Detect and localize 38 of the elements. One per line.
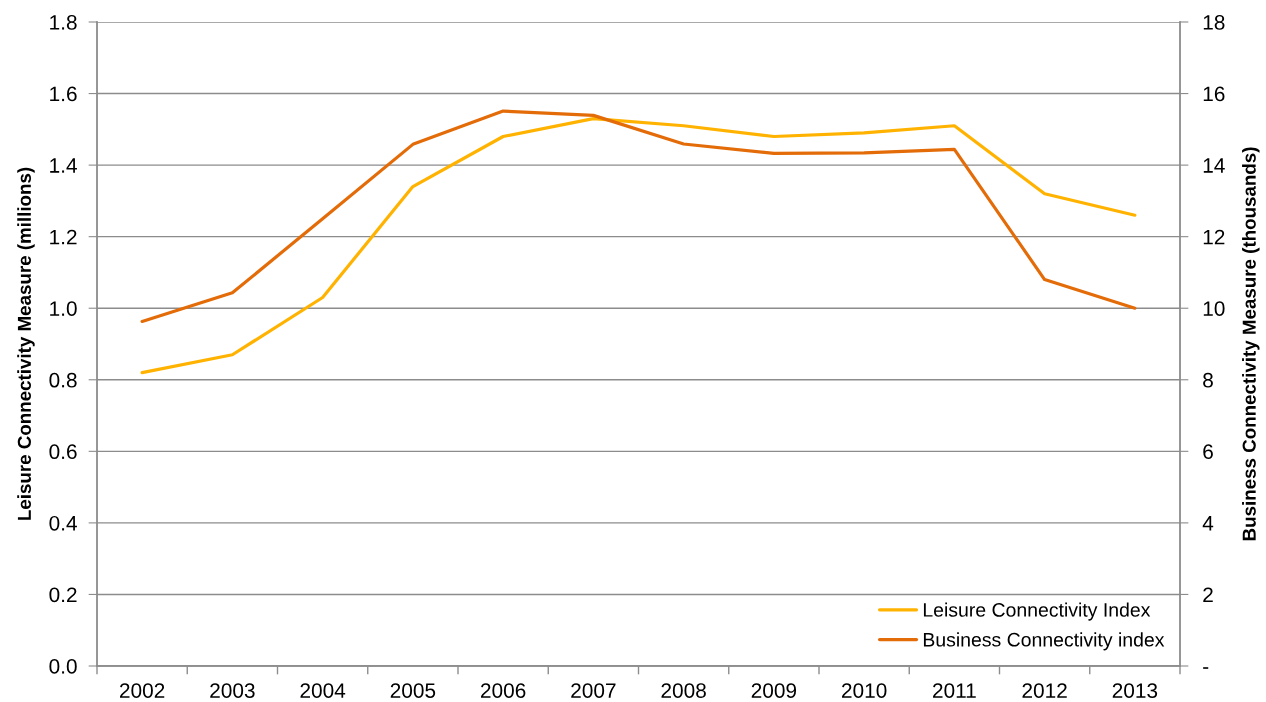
y-tick-label: 0.0 [49, 659, 77, 674]
y2-tick-label: 8 [1203, 372, 1213, 388]
y2-tick-label: 6 [1203, 444, 1213, 460]
y2-tick-label: - [1203, 667, 1209, 669]
x-tick-label: 2004 [300, 683, 346, 698]
y2-tick-label: 18 [1203, 15, 1225, 30]
y-tick-label: 1.2 [50, 229, 77, 245]
x-tick-label: 2005 [390, 683, 436, 698]
line-series [140, 117, 1137, 375]
y2-tick-label: 12 [1203, 229, 1225, 245]
y-tick-label: 1.0 [50, 301, 77, 316]
x-tick-label: 2010 [842, 683, 887, 698]
y-tick-label: 0.4 [49, 515, 77, 531]
x-tick-label: 2009 [751, 683, 797, 698]
x-tick-label: 2002 [120, 683, 165, 698]
y-tick-label: 0.6 [49, 444, 77, 460]
y-axis-title: Leisure Connectivity Measure (millions) [17, 167, 35, 520]
line-series [140, 109, 1137, 324]
x-tick-label: 2006 [481, 683, 526, 698]
y2-tick-label: 4 [1202, 516, 1214, 531]
y-tick-label: 1.4 [50, 158, 77, 173]
y2-tick-label: 16 [1203, 86, 1225, 102]
y2-tick-label: 2 [1203, 587, 1213, 602]
y2-tick-label: 10 [1203, 301, 1225, 316]
legend-label: Leisure Connectivity Index [923, 602, 1151, 621]
x-tick-label: 2007 [571, 683, 616, 698]
x-tick-label: 2012 [1022, 683, 1067, 698]
y-tick-label: 0.8 [49, 372, 77, 388]
y-tick-label: 0.2 [49, 587, 77, 603]
y-tick-label: 1.8 [50, 15, 77, 30]
x-tick-label: 2013 [1112, 683, 1158, 698]
legend-label: Business Connectivity index [923, 632, 1165, 651]
x-tick-label: 2003 [210, 683, 255, 698]
y2-tick-label: 14 [1203, 158, 1225, 173]
x-tick-label: 2011 [933, 683, 976, 698]
y2-axis-title: Business Connectivity Measure (thousands) [1242, 147, 1260, 541]
x-tick-label: 2008 [661, 683, 706, 698]
y-tick-label: 1.6 [50, 86, 77, 102]
